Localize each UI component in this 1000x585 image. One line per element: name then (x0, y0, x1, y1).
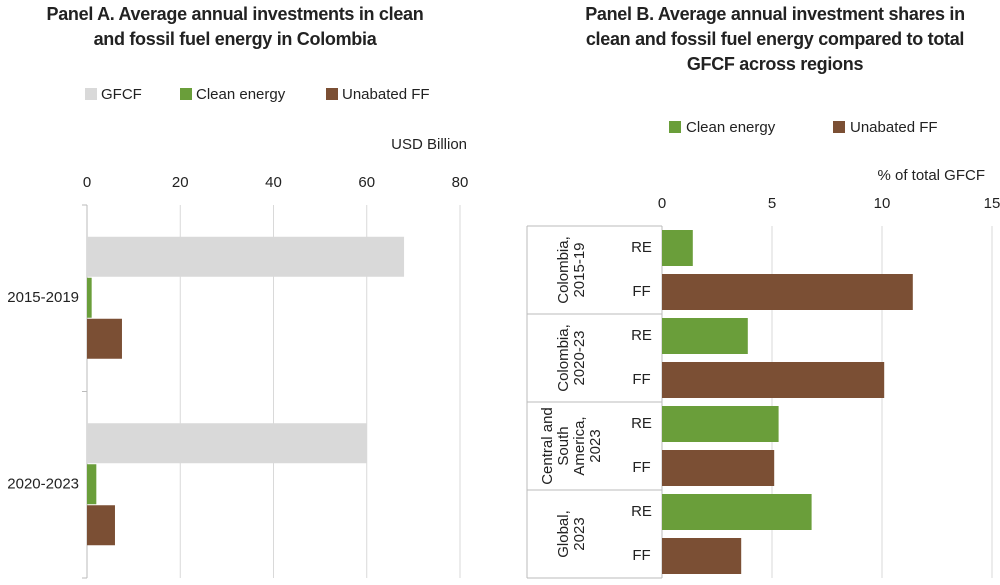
x-tick-label: 40 (265, 174, 282, 191)
x-axis-label: % of total GFCF (877, 167, 985, 184)
bar (662, 230, 693, 266)
sub-label: RE (631, 327, 652, 344)
bar (87, 505, 115, 546)
legend-label: Clean energy (196, 86, 286, 103)
legend-swatch (85, 88, 97, 100)
legend-swatch (326, 88, 338, 100)
sub-label: FF (632, 283, 650, 300)
bar (87, 277, 92, 318)
x-axis-label: USD Billion (391, 136, 467, 153)
x-tick-label: 60 (358, 174, 375, 191)
bar (662, 318, 748, 354)
sub-label: FF (632, 547, 650, 564)
sub-label: RE (631, 503, 652, 520)
x-tick-label: 80 (452, 174, 469, 191)
bar (87, 236, 405, 277)
group-label: Global, (555, 510, 572, 558)
bar (662, 450, 775, 486)
y-tick-label: 2015-2019 (7, 289, 79, 306)
bar (662, 538, 742, 574)
group-label: South (555, 426, 572, 465)
group-label: 2020-23 (571, 330, 588, 385)
group-label: Colombia, (555, 324, 572, 392)
panel-a-title: Panel A. Average annual investments in c… (46, 4, 424, 49)
x-tick-label: 0 (658, 195, 666, 212)
legend-label: Unabated FF (342, 86, 430, 103)
sub-label: RE (631, 415, 652, 432)
legend-swatch (833, 121, 845, 133)
legend-label: GFCF (101, 86, 142, 103)
x-tick-label: 0 (83, 174, 91, 191)
bar (87, 423, 367, 464)
group-label: 2023 (571, 517, 588, 550)
y-tick-label: 2020-2023 (7, 476, 79, 493)
group-label: Colombia, (555, 236, 572, 304)
group-label: 2023 (587, 429, 604, 462)
bar (87, 464, 97, 505)
bar (662, 274, 913, 310)
panel-b-title: Panel B. Average annual investment share… (585, 4, 965, 74)
x-tick-label: 15 (984, 195, 1000, 212)
group-label: Central and (539, 407, 556, 485)
bar (662, 494, 812, 530)
legend-label: Unabated FF (850, 119, 938, 136)
x-tick-label: 5 (768, 195, 776, 212)
x-tick-label: 10 (874, 195, 891, 212)
group-label: America, (571, 416, 588, 475)
bar (662, 362, 885, 398)
sub-label: FF (632, 459, 650, 476)
legend-swatch (669, 121, 681, 133)
legend-label: Clean energy (686, 119, 776, 136)
bar (662, 406, 779, 442)
bar (87, 318, 122, 359)
legend-swatch (180, 88, 192, 100)
sub-label: FF (632, 371, 650, 388)
group-label: 2015-19 (571, 242, 588, 297)
x-tick-label: 20 (172, 174, 189, 191)
sub-label: RE (631, 239, 652, 256)
